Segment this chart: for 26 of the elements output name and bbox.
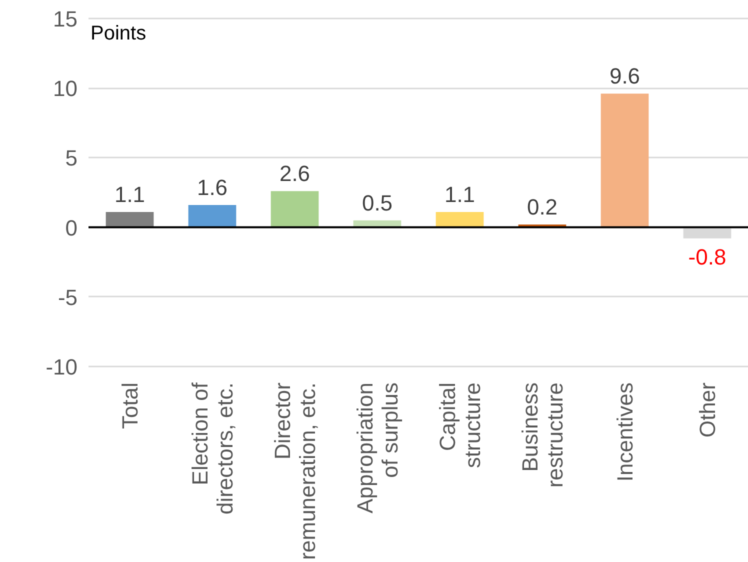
x-tick-label: Total <box>117 382 142 429</box>
data-label: 2.6 <box>279 161 310 186</box>
y-tick-label: -10 <box>46 354 78 380</box>
y-tick-label: -5 <box>58 284 78 310</box>
data-label: 1.1 <box>114 182 146 207</box>
data-label: 0.5 <box>362 190 393 216</box>
data-label: 9.6 <box>609 64 640 89</box>
bar <box>188 205 236 228</box>
y-tick-label: 5 <box>65 146 78 171</box>
data-label: -0.8 <box>688 244 726 270</box>
x-tick-label: Other <box>694 382 720 438</box>
y-tick-label: 0 <box>65 215 78 240</box>
x-tick-label: Appropriation of surplus <box>352 382 402 514</box>
bar <box>600 94 649 228</box>
data-label: 1.1 <box>444 182 476 207</box>
bar <box>270 191 319 228</box>
x-tick-label: Election of directors, etc. <box>187 382 238 515</box>
bar <box>436 212 484 228</box>
data-label: 0.2 <box>526 194 558 220</box>
x-tick-label: Director remuneration, etc. <box>270 382 320 560</box>
data-label: 1.6 <box>196 175 228 200</box>
y-tick-label: 10 <box>53 76 78 102</box>
y-tick-label: 15 <box>53 6 78 32</box>
x-tick-label: Incentives <box>612 382 638 482</box>
y-axis-title: Points <box>90 22 146 44</box>
bar <box>106 212 154 228</box>
